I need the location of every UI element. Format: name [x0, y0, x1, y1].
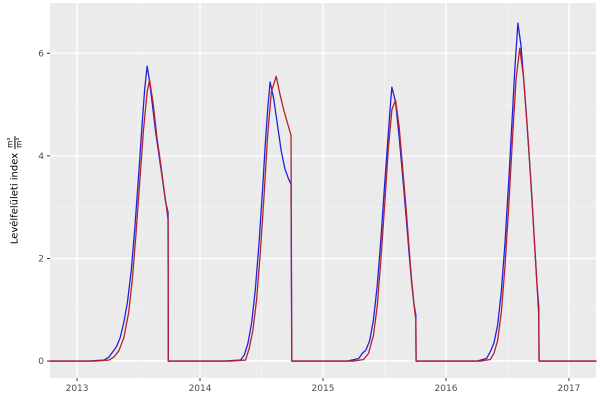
x-tick-label: 2017: [557, 384, 580, 394]
y-tick-label: 6: [38, 49, 44, 59]
x-tick-label: 2015: [312, 384, 335, 394]
x-tick-label: 2013: [66, 384, 89, 394]
x-tick-label: 2016: [435, 384, 458, 394]
series-line-red: [49, 47, 597, 362]
y-tick-label: 4: [38, 152, 44, 162]
x-tick-label: 2014: [189, 384, 212, 394]
y-tick-label: 2: [38, 254, 44, 264]
y-tick-label: 0: [38, 357, 44, 367]
